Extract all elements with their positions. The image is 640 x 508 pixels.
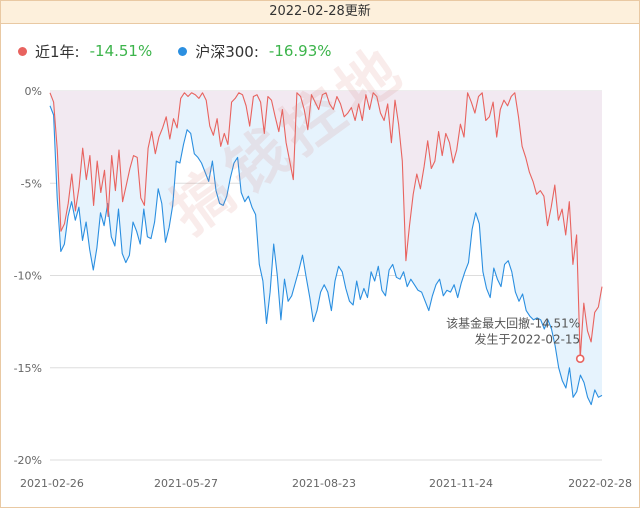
area-fills xyxy=(50,91,602,405)
y-tick-label: -10% xyxy=(14,270,42,283)
index-dot-icon xyxy=(178,46,188,56)
max-drawdown-marker xyxy=(575,354,585,364)
legend-fund-name: 近1年: xyxy=(35,42,80,61)
annotation-line-2: 发生于2022-02-15 xyxy=(474,332,580,347)
fund-dot-icon xyxy=(18,46,27,56)
legend-fund-value: -14.51% xyxy=(89,42,153,60)
x-tick-label: 2021-02-26 xyxy=(20,477,84,490)
x-tick-label: 2021-05-27 xyxy=(154,477,218,490)
x-axis-ticks: 2021-02-26 2021-05-27 2021-08-23 2021-11-24… xyxy=(20,477,632,490)
series-lines xyxy=(49,92,603,406)
x-tick-label: 2021-08-23 xyxy=(292,477,356,490)
y-axis-ticks: 0% -5% -10% -15% -20% xyxy=(14,85,42,467)
x-tick-label: 2022-02-28 xyxy=(568,477,632,490)
max-drawdown-annotation: 该基金最大回撤-14.51%发生于2022-02-15 xyxy=(446,316,585,364)
legend-index-name: 沪深300: xyxy=(195,42,259,61)
x-tick-label: 2021-11-24 xyxy=(429,477,493,490)
y-tick-label: -20% xyxy=(14,454,42,467)
update-date-header: 2022-02-28更新 xyxy=(1,1,639,24)
legend-item-index[interactable]: 沪深300: -16.93% xyxy=(178,41,332,62)
y-tick-label: -5% xyxy=(21,177,42,190)
fund-area-fill xyxy=(50,91,602,359)
annotation-line-1: 该基金最大回撤-14.51% xyxy=(446,316,580,331)
fund-series-line xyxy=(49,92,603,360)
y-tick-label: 0% xyxy=(25,85,42,98)
y-tick-label: -15% xyxy=(14,362,42,375)
index-series-line xyxy=(49,105,603,406)
legend: 近1年: -14.51% 沪深300: -16.93% xyxy=(18,36,358,66)
legend-index-value: -16.93% xyxy=(268,42,332,60)
legend-item-fund[interactable]: 近1年: -14.51% xyxy=(18,41,152,62)
index-area-fill xyxy=(50,91,602,405)
